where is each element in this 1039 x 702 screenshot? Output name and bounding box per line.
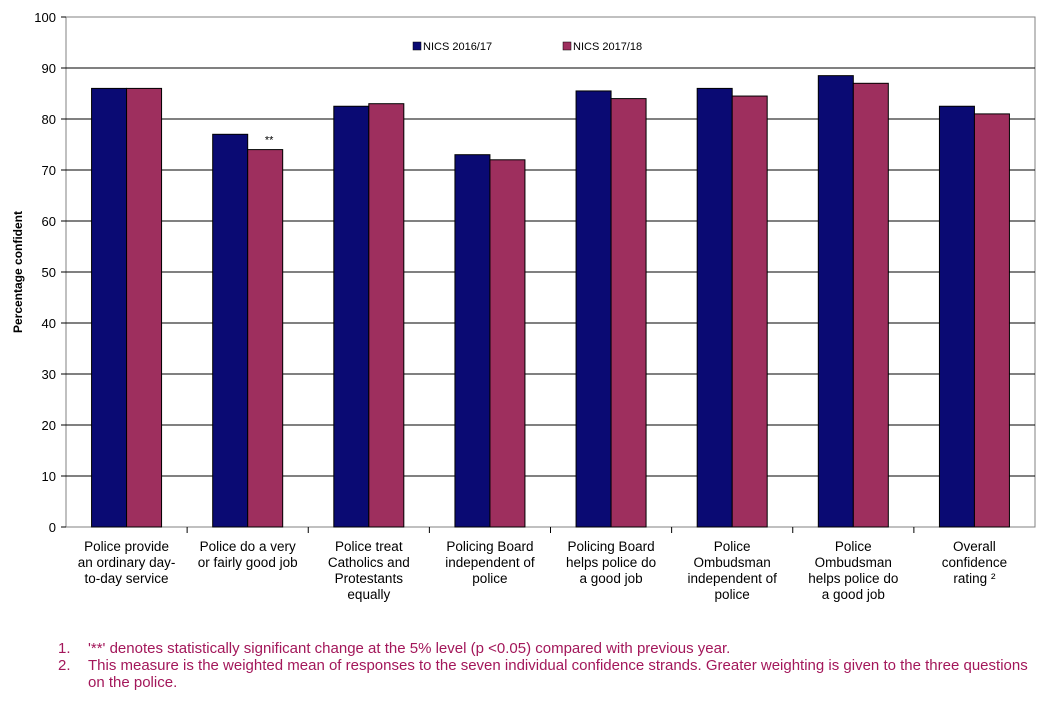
y-tick-label: 50: [42, 265, 56, 280]
bar-series-2: [247, 149, 284, 528]
bar-series-2: [852, 82, 889, 528]
y-tick-label: 100: [34, 10, 56, 25]
bar-series-2: [489, 159, 526, 528]
category-label: Police provide an ordinary day-to-day ser…: [78, 539, 176, 586]
bar-series-1: [817, 75, 854, 528]
category-label: Police Ombudsman independent of police: [688, 539, 778, 602]
y-tick-label: 40: [42, 316, 56, 331]
bar-series-1: [91, 87, 128, 528]
footnote-text: '**' denotes statistically significant c…: [88, 640, 731, 657]
legend-label: NICS 2016/17: [423, 41, 492, 53]
legend-swatch: [562, 41, 572, 51]
footnote-1: 1. '**' denotes statistically significan…: [58, 640, 1028, 657]
y-tick-label: 10: [42, 469, 56, 484]
category-label: Policing Board independent of police: [445, 539, 535, 586]
bar-series-1: [212, 133, 249, 528]
bar-series-2: [610, 98, 647, 528]
bar-series-1: [454, 154, 491, 528]
y-tick-label: 70: [42, 163, 56, 178]
footnote-number: 2.: [58, 657, 71, 674]
category-label: Police do a very or fairly good job: [198, 539, 298, 570]
y-tick-label: 60: [42, 214, 56, 229]
bar-series-2: [368, 103, 405, 528]
y-tick-label: 0: [49, 520, 56, 535]
y-tick-label: 20: [42, 418, 56, 433]
bar-series-2: [126, 87, 163, 528]
y-tick-label: 80: [42, 112, 56, 127]
bar-series-2: [973, 113, 1010, 528]
legend-swatch: [412, 41, 422, 51]
bar-series-1: [696, 87, 733, 528]
y-tick-label: 90: [42, 61, 56, 76]
significance-annotation: **: [265, 135, 274, 147]
y-axis-label: Percentage confident: [11, 211, 25, 333]
category-label: Policing Board helps police do a good job: [566, 539, 656, 586]
legend-label: NICS 2017/18: [573, 41, 642, 53]
y-tick-label: 30: [42, 367, 56, 382]
bar-series-2: [731, 95, 768, 528]
bar-series-1: [938, 105, 975, 528]
bar-chart: 0 10 20 30 40 50 60 70 80 90 100 Percentage confide…: [11, 10, 1036, 602]
footnote-text: This measure is the weighted mean of res…: [88, 657, 1028, 691]
footnotes: 1. '**' denotes statistically significan…: [58, 640, 1028, 691]
category-label: Police Ombudsman helps police do a good job: [808, 539, 898, 602]
bar-series-1: [333, 105, 370, 528]
bar-series-1: [575, 90, 612, 528]
footnote-number: 1.: [58, 640, 71, 657]
footnote-2: 2. This measure is the weighted mean of …: [58, 657, 1028, 691]
category-label: Overall confidence rating ²: [942, 539, 1007, 586]
category-label: Police treat Catholics and Protestants equa…: [328, 539, 410, 602]
